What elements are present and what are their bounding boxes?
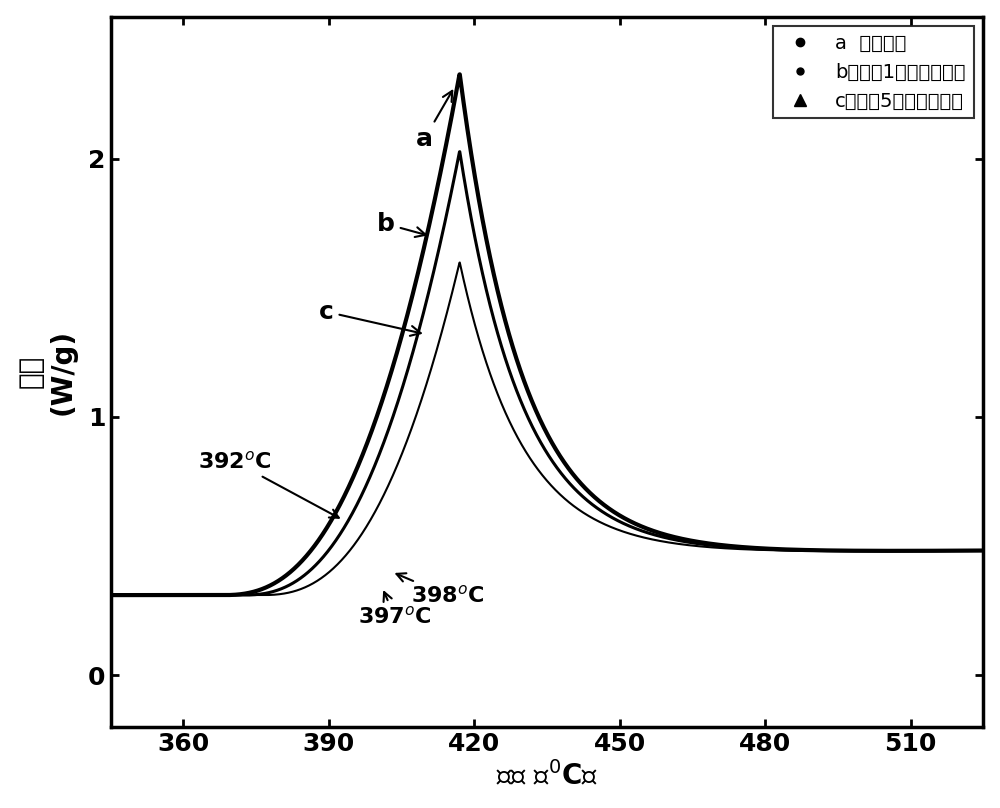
X-axis label: 温度 （$^0$C）: 温度 （$^0$C） [496, 761, 598, 791]
Text: 397$^o$C: 397$^o$C [358, 592, 432, 628]
Text: 398$^o$C: 398$^o$C [396, 573, 485, 607]
Text: a: a [416, 90, 452, 151]
Text: 392$^o$C: 392$^o$C [198, 451, 339, 518]
Text: b: b [377, 212, 426, 237]
Y-axis label: 热流
(W/g): 热流 (W/g) [17, 329, 77, 415]
Text: c: c [319, 300, 421, 336]
Legend: a  碳酸燕盐, b实施例1镁－碳酸燕盐, c实施例5镁－碳酸燕盐: a 碳酸燕盐, b实施例1镁－碳酸燕盐, c实施例5镁－碳酸燕盐 [773, 27, 974, 119]
